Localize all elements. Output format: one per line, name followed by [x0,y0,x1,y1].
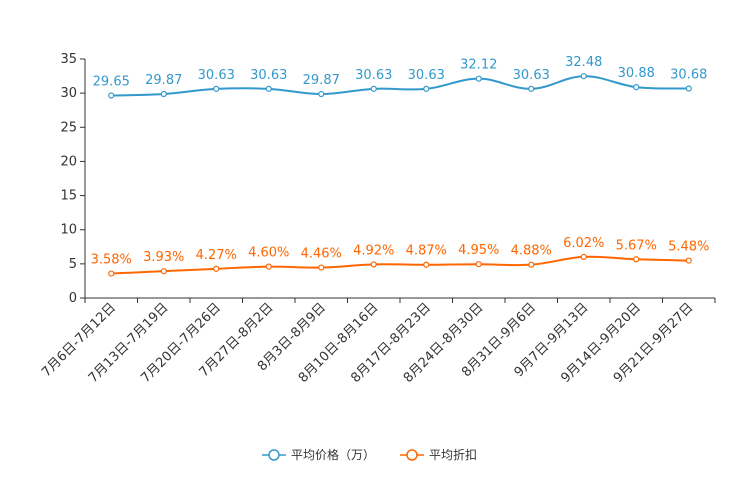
data-point [633,84,640,91]
data-point [685,85,692,92]
data-label: 29.87 [303,73,340,88]
data-point [213,85,220,92]
data-label: 3.58% [91,253,132,268]
data-point [160,268,167,275]
legend: 平均价格（万） 平均折扣 [262,447,477,462]
data-label: 30.63 [513,68,550,83]
data-label: 29.65 [93,75,130,90]
y-tick-label: 0 [69,291,77,306]
data-label: 5.48% [668,240,709,255]
data-label: 4.87% [406,244,447,259]
data-point [580,253,587,260]
legend-item-1: 平均折扣 [400,447,477,462]
data-point [475,75,482,82]
data-label: 30.88 [618,66,655,81]
data-label: 6.02% [563,236,604,251]
data-point [265,85,272,92]
data-point [580,73,587,80]
data-point [108,92,115,99]
data-point [370,261,377,268]
data-point [423,85,430,92]
data-point [160,90,167,98]
y-tick-label: 35 [60,52,77,67]
legend-label: 平均折扣 [429,447,477,462]
y-tick-label: 15 [60,189,77,204]
data-label: 30.63 [408,68,445,83]
data-point [108,270,115,277]
data-label: 30.63 [198,68,235,83]
data-label: 32.48 [565,55,602,70]
legend-marker-icon [268,449,280,461]
data-point [318,90,325,98]
data-label: 4.46% [301,247,342,262]
data-point [318,264,325,271]
series-0: 29.65 29.87 30.63 30.63 29.87 30.63 30.63 32.12… [93,55,707,99]
data-label: 4.95% [458,243,499,258]
data-label: 4.27% [196,248,237,263]
data-label: 4.88% [511,244,552,259]
data-point [685,257,692,264]
y-tick-label: 5 [69,257,77,272]
legend-label: 平均价格（万） [291,447,375,462]
axes: 051015202530357月6日-7月12日7月13日-7月19日7月20日… [39,52,716,386]
data-label: 30.63 [250,68,287,83]
y-tick-label: 25 [60,120,77,135]
y-tick-label: 20 [60,154,77,169]
data-point [265,263,272,270]
data-point [213,265,220,272]
series-1: 3.58% 3.93% 4.27% 4.60% 4.46% 4.92% 4.87% 4.95%… [91,236,709,277]
data-point [475,261,482,268]
data-label: 4.60% [248,246,289,261]
data-point [423,261,430,268]
legend-item-0: 平均价格（万） [262,447,375,462]
data-label: 29.87 [145,73,182,88]
series-layer: 29.65 29.87 30.63 30.63 29.87 30.63 30.63 32.12… [91,55,709,277]
data-point [528,85,535,92]
data-point [633,256,640,263]
legend-marker-icon [406,449,418,461]
data-label: 32.12 [460,58,497,73]
data-label: 5.67% [616,238,657,253]
y-tick-label: 10 [60,223,77,238]
series-line-1 [111,255,689,275]
data-label: 30.63 [355,68,392,83]
data-point [528,261,535,268]
data-label: 30.68 [670,67,707,82]
series-line-0 [111,75,689,97]
y-tick-label: 30 [60,86,77,101]
data-label: 3.93% [143,250,184,265]
data-point [370,85,377,92]
data-label: 4.92% [353,243,394,258]
